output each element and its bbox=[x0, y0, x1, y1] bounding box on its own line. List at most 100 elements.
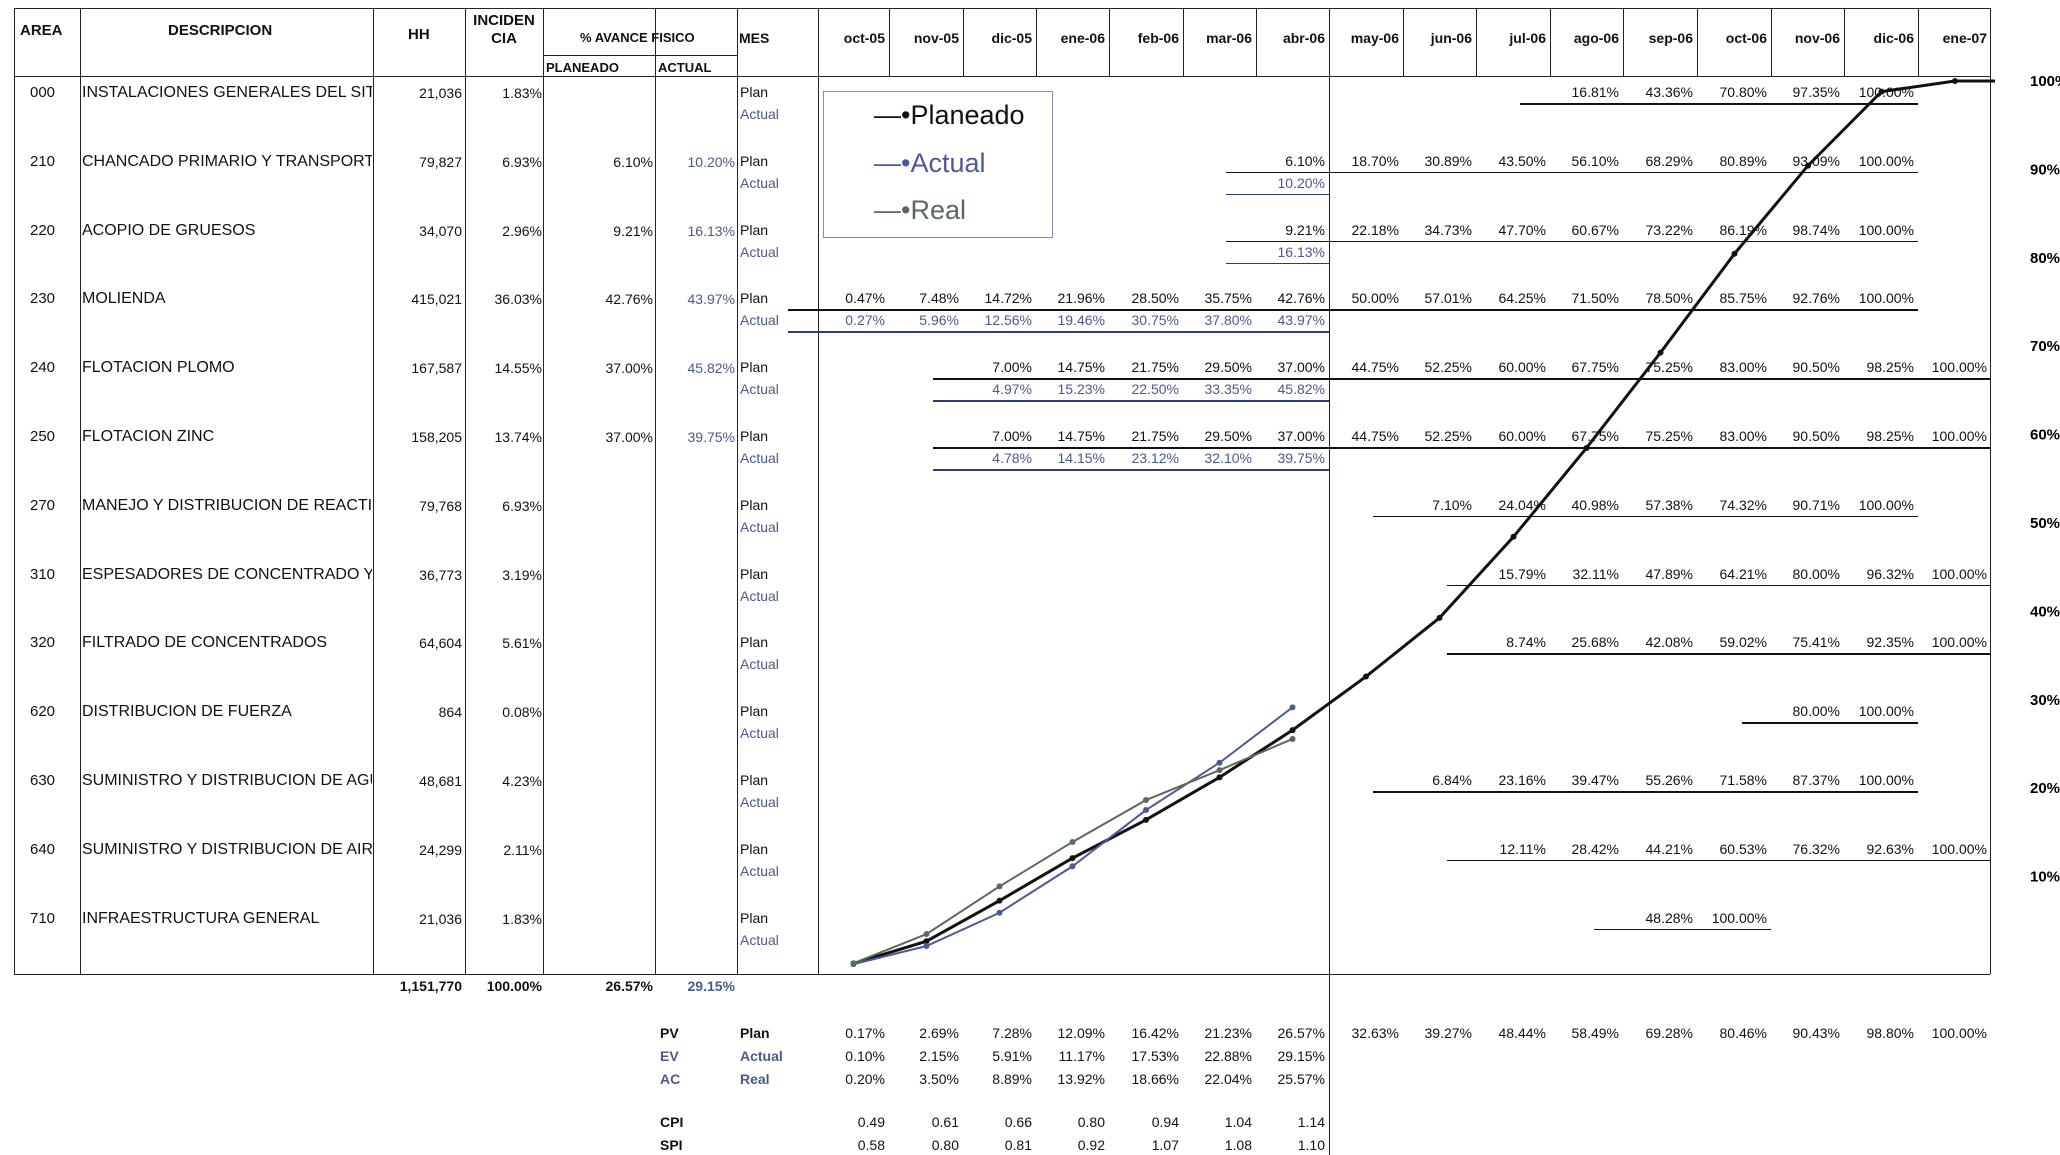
actual-underline bbox=[1226, 193, 1329, 196]
data-point-planeado bbox=[1069, 855, 1076, 862]
plan-underline bbox=[1447, 584, 1991, 587]
total-actual: 29.15% bbox=[687, 978, 735, 994]
row-plan-label: Plan bbox=[740, 634, 769, 651]
month-header: dic-06 bbox=[1873, 30, 1914, 46]
row-hh: 34,070 bbox=[419, 222, 462, 239]
grid-line bbox=[543, 8, 544, 974]
row-plan-label: Plan bbox=[740, 496, 769, 513]
plan-value: 14.75% bbox=[1057, 428, 1105, 444]
month-header: may-06 bbox=[1350, 30, 1399, 46]
header-actual: ACTUAL bbox=[658, 60, 712, 75]
month-header: nov-05 bbox=[913, 30, 959, 46]
summary-value: 0.20% bbox=[845, 1071, 885, 1087]
plan-underline bbox=[1373, 515, 1918, 518]
plan-value: 86.19% bbox=[1719, 221, 1767, 238]
data-point-planeado bbox=[1289, 727, 1296, 734]
row-incidencia: 6.93% bbox=[502, 497, 542, 514]
plan-value: 48.28% bbox=[1645, 909, 1693, 926]
grid-line bbox=[373, 8, 374, 974]
plan-value: 23.16% bbox=[1498, 772, 1546, 788]
plan-value: 60.00% bbox=[1498, 359, 1546, 376]
plan-value: 60.67% bbox=[1571, 221, 1619, 238]
row-description: SUMINISTRO Y DISTRIBUCION DE AGU bbox=[82, 772, 372, 789]
grid-line bbox=[14, 974, 1990, 975]
summary-label: Actual bbox=[740, 1048, 783, 1064]
row-incidencia: 6.93% bbox=[502, 153, 542, 170]
grid-line bbox=[80, 8, 81, 974]
actual-value: 33.35% bbox=[1204, 381, 1252, 398]
row-plan-label: Plan bbox=[740, 772, 769, 788]
plan-value: 47.70% bbox=[1498, 221, 1546, 238]
summary-value: 80.46% bbox=[1719, 1025, 1767, 1041]
plan-value: 76.32% bbox=[1792, 840, 1840, 857]
plan-value: 47.89% bbox=[1645, 565, 1693, 582]
actual-value: 4.97% bbox=[992, 381, 1032, 398]
grid-line bbox=[1256, 8, 1257, 76]
actual-value: 14.15% bbox=[1057, 450, 1105, 466]
data-point-planeado bbox=[1363, 673, 1369, 680]
grid-line bbox=[1403, 8, 1404, 76]
plan-value: 25.68% bbox=[1571, 634, 1619, 651]
month-header: feb-06 bbox=[1137, 30, 1179, 46]
index-value: 0.92 bbox=[1077, 1137, 1105, 1153]
summary-value: 13.92% bbox=[1057, 1071, 1105, 1087]
row-actual-label: Actual bbox=[740, 931, 779, 948]
row-actual-label: Actual bbox=[740, 450, 779, 466]
row-area: 000 bbox=[30, 84, 56, 101]
grid-line bbox=[1550, 8, 1551, 76]
row-area: 250 bbox=[30, 428, 56, 445]
month-header: ago-06 bbox=[1573, 30, 1619, 46]
actual-value: 10.20% bbox=[1277, 174, 1325, 191]
plan-value: 100.00% bbox=[1858, 152, 1914, 169]
data-point-real bbox=[1143, 797, 1149, 804]
month-header: oct-05 bbox=[843, 30, 885, 46]
plan-value: 52.25% bbox=[1424, 359, 1472, 376]
data-point-planeado bbox=[996, 897, 1003, 904]
index-value: 0.58 bbox=[857, 1137, 885, 1153]
data-point-planeado bbox=[1216, 774, 1223, 781]
row-description: SUMINISTRO Y DISTRIBUCION DE AIRI bbox=[82, 840, 372, 858]
row-hh: 64,604 bbox=[419, 635, 462, 652]
plan-value: 60.53% bbox=[1719, 840, 1767, 857]
plan-value: 96.32% bbox=[1866, 565, 1914, 582]
index-value: 1.07 bbox=[1151, 1137, 1179, 1153]
plan-value: 7.00% bbox=[992, 428, 1032, 444]
summary-value: 69.28% bbox=[1645, 1025, 1693, 1041]
plan-value: 83.00% bbox=[1719, 428, 1767, 444]
plan-value: 92.76% bbox=[1792, 290, 1840, 307]
index-value: 0.66 bbox=[1004, 1114, 1032, 1130]
plan-value: 37.00% bbox=[1277, 359, 1325, 376]
row-hh: 415,021 bbox=[411, 291, 462, 308]
grid-line bbox=[889, 8, 890, 76]
row-incidencia: 1.83% bbox=[502, 85, 542, 101]
legend-label-actual: Actual bbox=[910, 148, 986, 178]
data-point-actual bbox=[1143, 807, 1149, 814]
plan-value: 37.00% bbox=[1277, 428, 1325, 444]
summary-value: 0.17% bbox=[845, 1025, 885, 1041]
actual-underline bbox=[1226, 262, 1329, 265]
row-planeado: 9.21% bbox=[613, 222, 653, 239]
data-point-actual bbox=[923, 942, 930, 949]
actual-value: 12.56% bbox=[984, 312, 1032, 329]
grid-line bbox=[963, 8, 964, 76]
row-actual-label: Actual bbox=[740, 725, 779, 742]
grid-line bbox=[80, 76, 737, 77]
summary-value: 11.17% bbox=[1058, 1048, 1105, 1064]
data-point-real bbox=[1289, 735, 1296, 742]
plan-value: 100.00% bbox=[1858, 772, 1914, 788]
row-planeado: 37.00% bbox=[605, 429, 653, 445]
row-incidencia: 0.08% bbox=[502, 704, 542, 721]
month-header: ene-07 bbox=[1942, 30, 1987, 46]
legend-marker-planeado: —• bbox=[874, 100, 911, 130]
index-value: 0.94 bbox=[1151, 1114, 1179, 1130]
grid-line bbox=[14, 76, 1990, 77]
grid-line bbox=[543, 55, 737, 56]
row-planeado: 37.00% bbox=[605, 360, 653, 377]
plan-value: 12.11% bbox=[1499, 840, 1546, 857]
row-actual-label: Actual bbox=[740, 243, 779, 260]
summary-value: 2.15% bbox=[919, 1048, 959, 1064]
summary-value: 32.63% bbox=[1351, 1025, 1399, 1041]
plan-underline bbox=[1742, 722, 1918, 724]
summary-value: 22.04% bbox=[1204, 1071, 1252, 1087]
plan-value: 14.75% bbox=[1057, 359, 1105, 376]
